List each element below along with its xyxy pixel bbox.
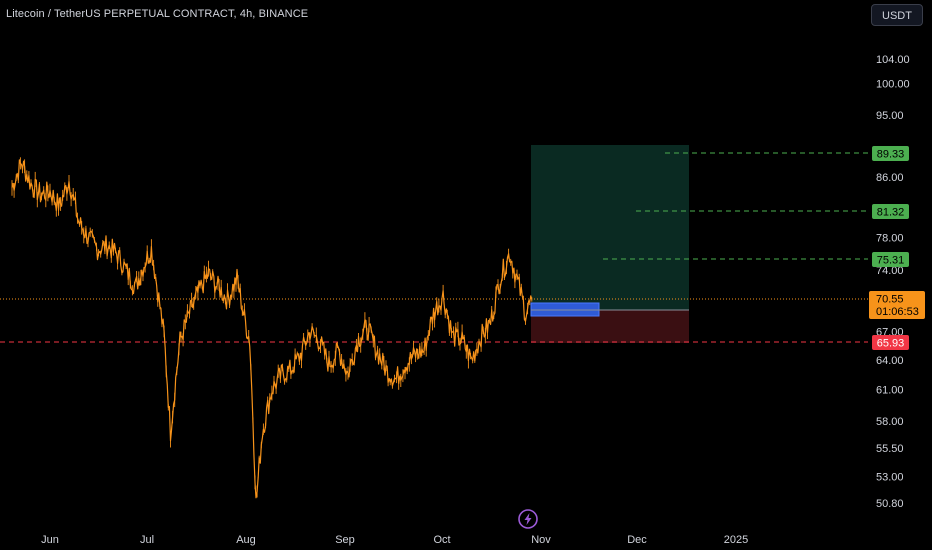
y-tick-label: 50.80 [876, 498, 904, 510]
y-tick-label: 64.00 [876, 355, 904, 367]
lightning-logo-icon[interactable] [517, 508, 539, 530]
y-tick-label: 58.00 [876, 416, 904, 428]
svg-text:81.32: 81.32 [877, 207, 905, 219]
y-tick-label: 100.00 [876, 78, 910, 90]
svg-text:01:06:53: 01:06:53 [876, 306, 919, 318]
currency-button[interactable]: USDT [871, 4, 923, 26]
chart-title: Litecoin / TetherUS PERPETUAL CONTRACT, … [6, 8, 309, 20]
x-axis[interactable]: Jun Jul Aug Sep Oct Nov Dec 2025 [41, 534, 748, 546]
svg-text:89.33: 89.33 [877, 149, 905, 161]
stop-price-label: 65.93 [872, 335, 909, 350]
x-tick-label: Jun [41, 534, 59, 546]
y-tick-label: 95.00 [876, 110, 904, 122]
x-tick-label: 2025 [724, 534, 748, 546]
x-tick-label: Aug [236, 534, 256, 546]
y-tick-label: 78.00 [876, 232, 904, 244]
target-3-label: 89.33 [872, 146, 909, 161]
target-1-label: 75.31 [872, 252, 909, 267]
y-tick-label: 53.00 [876, 472, 904, 484]
x-tick-label: Sep [335, 534, 355, 546]
y-tick-label: 104.00 [876, 54, 910, 66]
x-tick-label: Nov [531, 534, 551, 546]
svg-text:75.31: 75.31 [877, 255, 905, 267]
y-axis[interactable]: 104.00100.0095.0086.0078.0074.0067.0064.… [876, 54, 910, 510]
y-tick-label: 74.00 [876, 265, 904, 277]
price-series-wicks [11, 157, 533, 498]
y-tick-label: 86.00 [876, 172, 904, 184]
current-price-label: 70.55 01:06:53 [869, 291, 925, 319]
x-tick-label: Jul [140, 534, 154, 546]
profit-zone [531, 145, 689, 310]
x-tick-label: Oct [433, 534, 450, 546]
y-tick-label: 61.00 [876, 385, 904, 397]
svg-text:70.55: 70.55 [876, 294, 904, 306]
svg-text:65.93: 65.93 [877, 338, 905, 350]
target-2-label: 81.32 [872, 204, 909, 219]
x-tick-label: Dec [627, 534, 647, 546]
y-tick-label: 55.50 [876, 443, 904, 455]
